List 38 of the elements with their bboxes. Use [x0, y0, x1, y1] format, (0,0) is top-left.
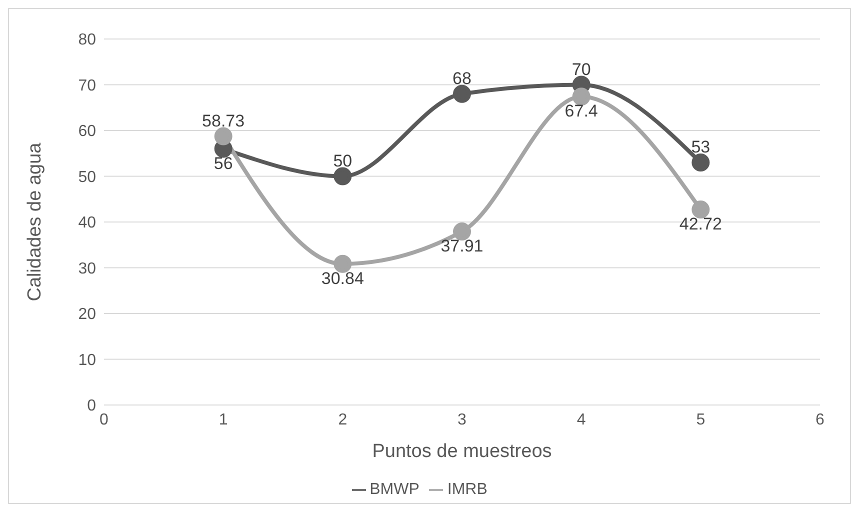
point [453, 84, 471, 103]
x-tick-label: 6 [816, 411, 825, 428]
y-axis-title: Calidades de agua [24, 142, 46, 302]
y-tick-label: 80 [78, 32, 96, 49]
y-tick-label: 10 [78, 352, 96, 369]
legend-label: IMRB [447, 481, 488, 498]
data-label: 53 [691, 138, 710, 157]
x-axis-title: Puntos de muestreos [372, 441, 552, 462]
point [334, 254, 352, 273]
point [692, 154, 710, 172]
y-tick-label: 50 [78, 168, 96, 186]
y-tick-label: 20 [78, 306, 96, 324]
data-label: 37.91 [440, 236, 484, 256]
data-label: 67.4 [564, 102, 598, 121]
legend-label: BMWP [370, 481, 420, 498]
x-tick-label: 5 [696, 411, 706, 428]
y-tick-label: 60 [78, 123, 96, 140]
x-tick-label: 3 [458, 411, 467, 428]
x-tick-label: 1 [218, 411, 228, 428]
y-tick-label: 30 [78, 260, 96, 278]
x-tick-label: 0 [100, 411, 109, 428]
x-tick-label: 2 [338, 411, 348, 428]
data-label: 56 [214, 154, 233, 173]
point [214, 127, 232, 146]
data-label: 42.72 [679, 214, 722, 234]
data-label: 50 [333, 151, 352, 170]
data-label: 58.73 [202, 111, 245, 130]
y-tick-label: 70 [78, 77, 96, 94]
x-tick-label: 4 [576, 411, 586, 428]
data-label: 68 [452, 68, 472, 88]
data-label: 70 [572, 60, 591, 79]
data-label: 30.84 [321, 268, 364, 288]
point [334, 167, 352, 186]
point [572, 88, 590, 106]
point [453, 222, 471, 241]
y-tick-label: 40 [78, 214, 96, 232]
y-tick-label: 0 [87, 398, 96, 415]
point [692, 200, 710, 219]
